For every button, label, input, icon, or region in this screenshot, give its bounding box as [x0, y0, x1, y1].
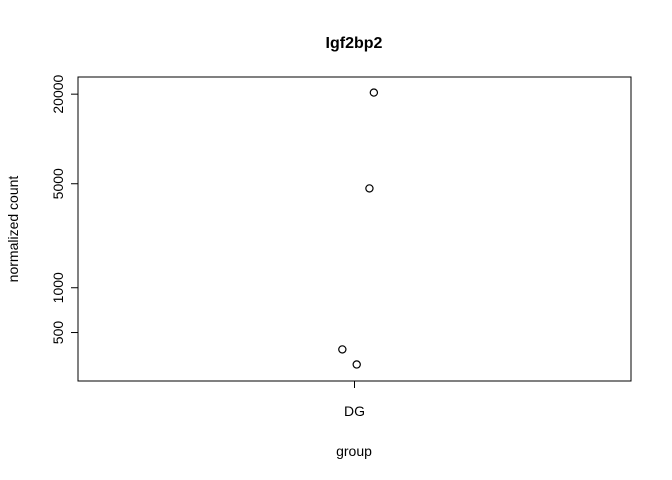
x-axis: DG — [344, 381, 365, 419]
y-axis-label: normalized count — [5, 176, 21, 283]
data-point — [365, 184, 374, 193]
chart-title: Igf2bp2 — [326, 35, 383, 52]
data-points — [338, 88, 379, 369]
plot-frame — [77, 76, 632, 382]
y-tick-label: 5000 — [50, 168, 66, 199]
data-point — [369, 88, 379, 97]
y-tick-label: 1000 — [50, 272, 66, 303]
y-tick-label: 500 — [50, 321, 66, 345]
data-point — [352, 360, 361, 369]
data-point — [338, 345, 347, 354]
x-tick-label: DG — [344, 403, 365, 419]
y-tick-label: 20000 — [50, 74, 66, 113]
y-axis: 500 1000 5000 20000 — [50, 74, 78, 344]
x-axis-label: group — [336, 443, 372, 459]
